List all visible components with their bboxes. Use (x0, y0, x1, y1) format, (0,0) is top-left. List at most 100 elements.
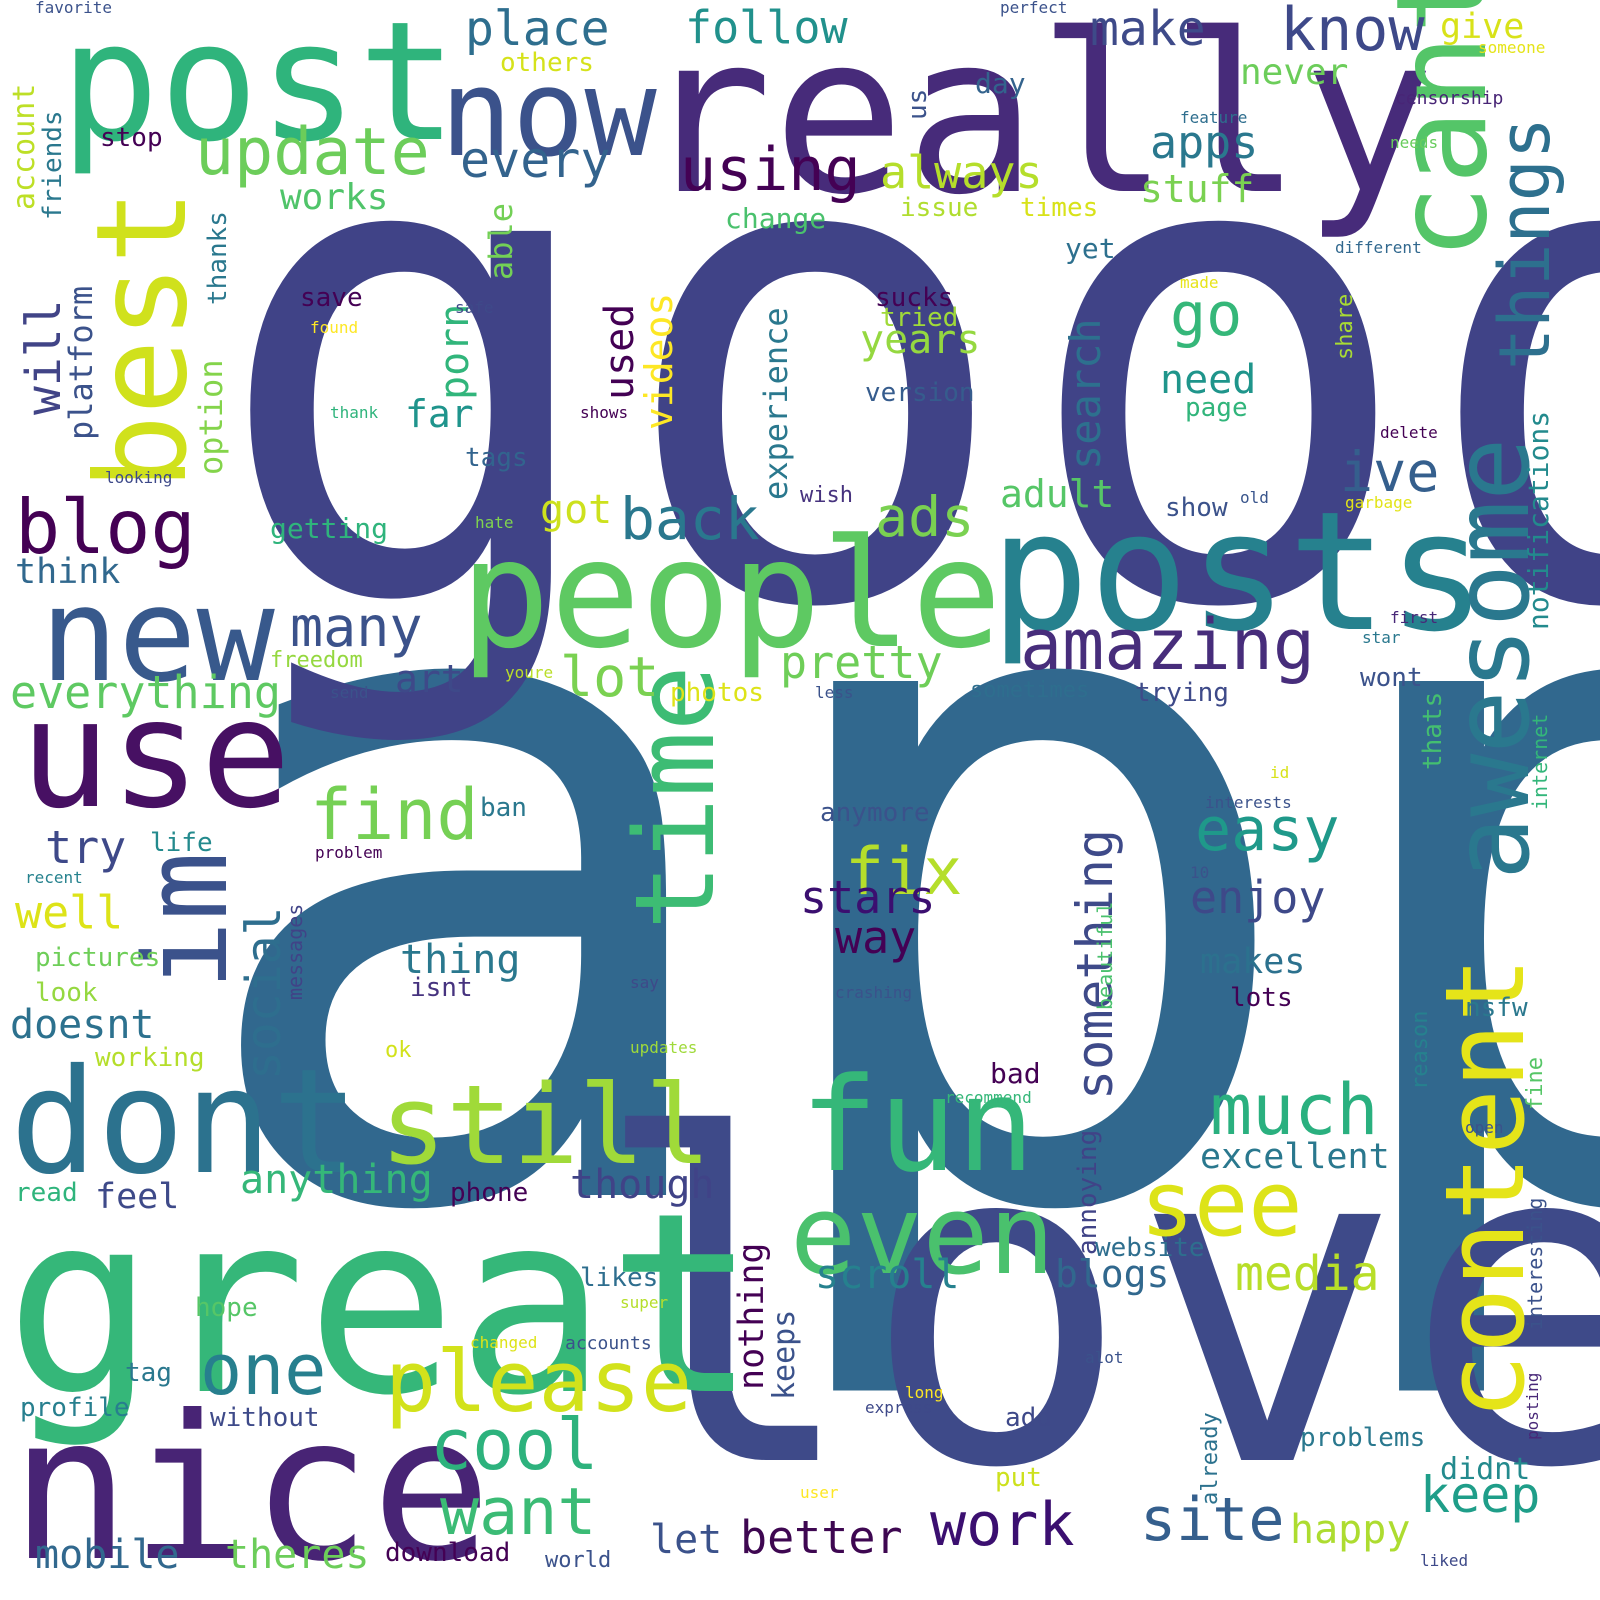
word: much (1210, 1069, 1379, 1151)
word: see (1140, 1152, 1303, 1257)
word: want (440, 1475, 597, 1550)
word: mobile (35, 1532, 180, 1578)
word: back (620, 485, 760, 553)
word: try (45, 821, 127, 874)
word: internet (1528, 713, 1552, 810)
word: fun (800, 1049, 1035, 1201)
word: recent (25, 868, 83, 887)
word: apps (1150, 116, 1259, 169)
word: world (545, 1548, 612, 1573)
word: videos (637, 292, 681, 430)
word: looking (105, 468, 173, 487)
word: need (1160, 357, 1257, 403)
word: theres (225, 1532, 370, 1578)
word: make (1090, 1, 1206, 57)
word: enjoy (1190, 871, 1326, 924)
word: isnt (410, 973, 473, 1003)
word: recommend (945, 1088, 1032, 1107)
word: go (1170, 280, 1243, 350)
word: safe (455, 298, 494, 317)
word: many (290, 595, 423, 659)
word: ads (875, 485, 975, 549)
word: far (405, 392, 474, 436)
word: give (1440, 7, 1525, 47)
word: used (597, 303, 643, 400)
word: happy (1290, 1507, 1411, 1553)
word: problems (1300, 1423, 1426, 1453)
word: found (310, 318, 359, 337)
word: friends (38, 110, 68, 220)
word: easy (1195, 795, 1340, 865)
word: made (1180, 273, 1219, 292)
word: stuff (1140, 167, 1255, 211)
word: social (236, 906, 292, 1080)
word: profile (20, 1393, 130, 1423)
word: know (1280, 0, 1425, 65)
word: reason (1408, 1010, 1433, 1090)
word: user (800, 1483, 839, 1502)
word: changed (470, 1333, 538, 1352)
word: site (1140, 1485, 1285, 1555)
word: wish (800, 483, 853, 508)
word: trying (1135, 678, 1229, 708)
word: day (975, 67, 1026, 100)
word: thing (400, 937, 521, 983)
word: ok (385, 1038, 412, 1063)
word: things (1484, 117, 1566, 370)
word: someone (1478, 38, 1546, 57)
word: problem (315, 843, 383, 862)
word: needs (1390, 133, 1439, 152)
word: 10 (1190, 863, 1210, 882)
word: freedom (270, 648, 363, 673)
word: works (280, 177, 389, 218)
word: first (1390, 608, 1439, 627)
word: never (1240, 52, 1349, 93)
word: messages (283, 903, 307, 1000)
word: alot (1085, 1348, 1124, 1367)
word: got (540, 487, 613, 533)
word: new (40, 559, 275, 711)
word: amazing (1020, 604, 1316, 686)
word: likes (580, 1263, 659, 1293)
word: others (500, 48, 594, 78)
word: version (865, 378, 975, 408)
word: follow (685, 1, 848, 54)
word: phone (450, 1178, 529, 1208)
word: delete (1380, 423, 1438, 442)
word: favorite (35, 0, 113, 17)
word: anymore (820, 798, 930, 828)
word: app (180, 322, 1600, 1417)
word: excellent (1200, 1137, 1390, 1177)
word: using (680, 135, 861, 205)
word: feature (1180, 108, 1248, 127)
word: please (385, 1333, 693, 1432)
word: way (835, 911, 917, 964)
word: porn (432, 303, 478, 400)
word: us (903, 88, 933, 120)
word: censorship (1395, 88, 1504, 109)
word: download (385, 1538, 511, 1568)
word: pictures (35, 943, 161, 973)
word: yet (1065, 232, 1116, 265)
word: interests (1205, 793, 1292, 812)
word: updates (630, 1038, 698, 1057)
word: express (865, 1398, 933, 1417)
word: ive (1340, 440, 1440, 504)
word: photos (670, 678, 764, 708)
word: hope (195, 1293, 258, 1323)
word: cool (430, 1404, 599, 1486)
word: life (150, 828, 213, 858)
word: place (465, 1, 610, 57)
word: find (310, 774, 479, 856)
word: content (1421, 956, 1549, 1420)
word: issue (900, 193, 979, 223)
word: save (300, 283, 363, 313)
word: crashing (835, 983, 913, 1002)
word: experience (757, 307, 795, 500)
word: able (482, 202, 520, 280)
word: art (395, 657, 464, 701)
word: interesting (1523, 1197, 1547, 1330)
word: getting (270, 512, 389, 545)
word: pretty (780, 636, 943, 689)
